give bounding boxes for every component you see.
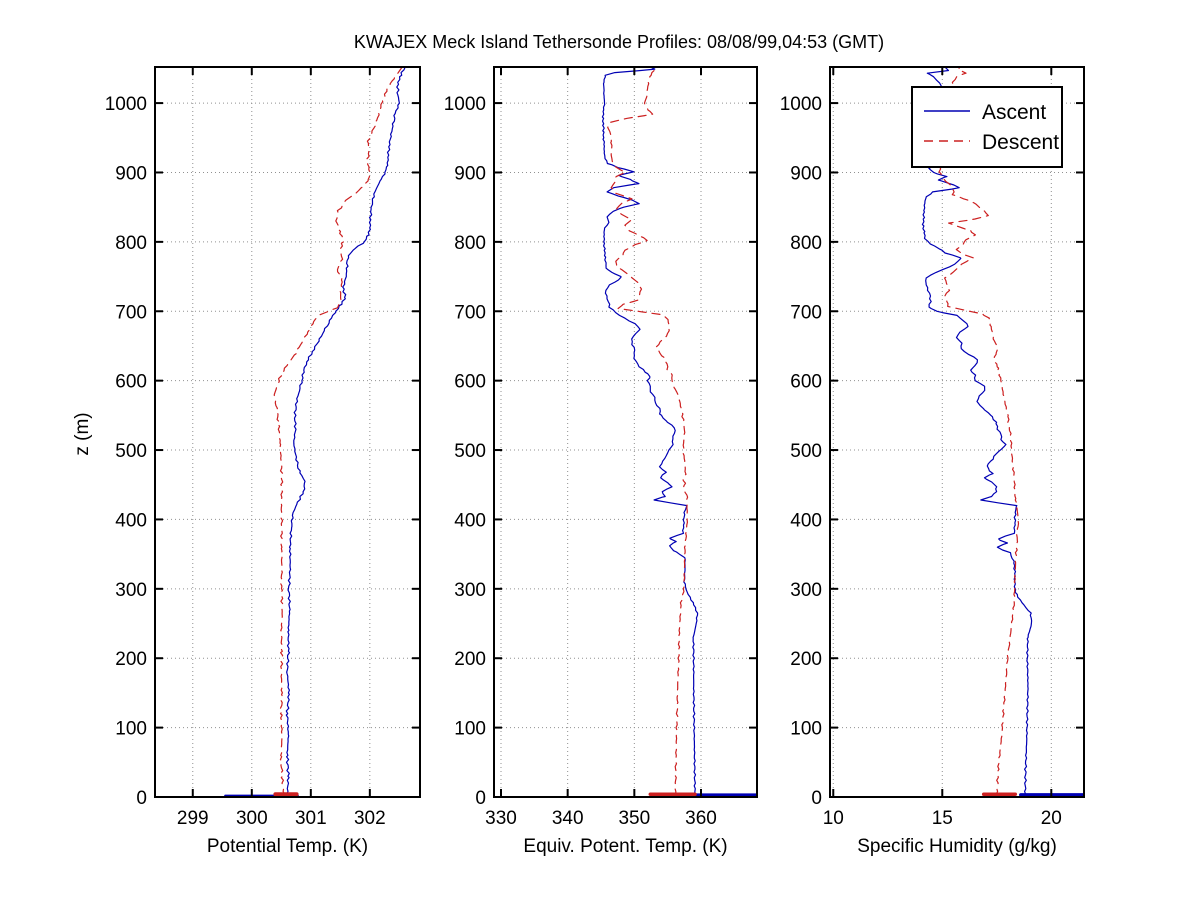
y-tick-label: 800 [790,233,822,254]
legend-ascent-label: Ascent [982,101,1046,124]
x-tick-label: 20 [1041,808,1062,829]
legend-box [911,86,1063,168]
y-tick-label: 900 [454,163,486,184]
ascent-curve [285,67,406,797]
y-tick-label: 100 [454,719,486,740]
legend-descent-label: Descent [982,131,1059,154]
y-tick-label: 500 [790,441,822,462]
x-tick-label: 350 [618,808,650,829]
x-tick-label: 299 [177,808,209,829]
y-tick-label: 200 [790,649,822,670]
chart-title: KWAJEX Meck Island Tethersonde Profiles:… [353,32,885,52]
y-tick-label: 400 [790,510,822,531]
y-tick-label: 600 [115,372,147,393]
y-tick-label: 0 [136,788,147,809]
y-tick-label: 600 [454,372,486,393]
x-tick-label: 300 [236,808,268,829]
y-tick-label: 800 [454,233,486,254]
y-tick-label: 300 [790,580,822,601]
y-tick-label: 300 [454,580,486,601]
x-axis-label: Potential Temp. (K) [207,836,368,857]
x-tick-label: 340 [552,808,584,829]
y-tick-label: 100 [790,719,822,740]
descent-curve [607,67,689,797]
y-tick-label: 100 [115,719,147,740]
y-tick-label: 400 [454,510,486,531]
x-axis-label: Equiv. Potent. Temp. (K) [523,836,727,857]
axes-box [493,66,758,798]
y-tick-label: 700 [115,302,147,323]
axes-box [154,66,421,798]
y-tick-label: 500 [454,441,486,462]
x-tick-label: 10 [823,808,844,829]
ascent-curve [601,67,699,797]
y-tick-label: 700 [454,302,486,323]
y-tick-label: 900 [790,163,822,184]
y-tick-label: 300 [115,580,147,601]
y-tick-label: 0 [475,788,486,809]
x-tick-label: 15 [932,808,953,829]
descent-curve [273,67,403,797]
y-tick-label: 200 [454,649,486,670]
y-tick-label: 1000 [780,94,822,115]
descent-curve [938,67,1020,797]
axes-box [829,66,1085,798]
y-tick-label: 700 [790,302,822,323]
y-tick-label: 800 [115,233,147,254]
x-tick-label: 330 [485,808,517,829]
y-tick-label: 200 [115,649,147,670]
y-tick-label: 1000 [444,94,486,115]
x-tick-label: 302 [354,808,386,829]
ascent-curve [921,67,1033,797]
y-tick-label: 500 [115,441,147,462]
x-tick-label: 360 [685,808,717,829]
y-tick-label: 600 [790,372,822,393]
y-tick-label: 1000 [105,94,147,115]
y-tick-label: 900 [115,163,147,184]
y-tick-label: 0 [811,788,822,809]
x-axis-label: Specific Humidity (g/kg) [857,836,1057,857]
x-tick-label: 301 [295,808,327,829]
y-axis-label: z (m) [72,412,93,455]
y-tick-label: 400 [115,510,147,531]
